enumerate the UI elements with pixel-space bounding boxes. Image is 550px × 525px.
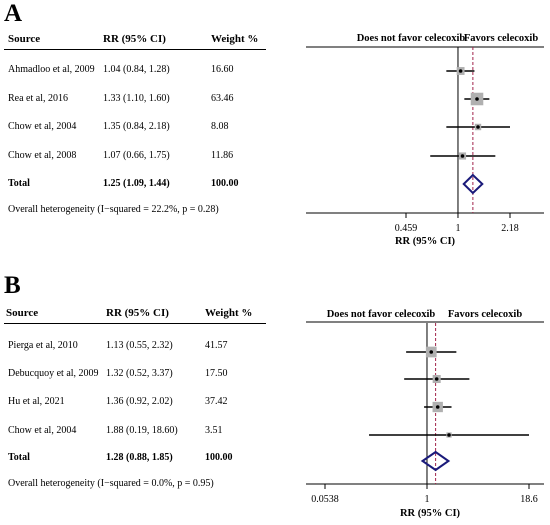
forest-panel-b: B Source RR (95% CI) Weight % Pierga et … (0, 264, 550, 525)
total-source: Total (8, 178, 30, 189)
forest-plot: Does not favor celecoxib Favors celecoxi… (306, 309, 544, 519)
x-tick-label: 0.459 (395, 223, 418, 234)
plot-marks: 0.0538 1 18.6 (311, 323, 538, 505)
row-source: Debucquoy et al, 2009 (8, 368, 99, 379)
row-source: Chow et al, 2008 (8, 150, 77, 161)
row-rr: 1.35 (0.84, 2.18) (103, 121, 170, 132)
pooled-diamond (420, 450, 451, 472)
point-estimate (460, 154, 465, 158)
row-source: Rea et al, 2016 (8, 93, 68, 104)
row-source: Hu et al, 2021 (8, 396, 65, 407)
row-weight: 41.57 (205, 340, 228, 351)
left-direction-label: Does not favor celecoxib (357, 33, 466, 44)
row-weight: 63.46 (211, 93, 234, 104)
point-estimate (434, 377, 439, 381)
total-rr: 1.28 (0.88, 1.85) (106, 452, 173, 463)
panel-letter: B (4, 272, 21, 299)
point-estimate (447, 433, 451, 437)
header-rr: RR (95% CI) (103, 33, 166, 45)
row-weight: 16.60 (211, 64, 234, 75)
row-source: Pierga et al, 2010 (8, 340, 78, 351)
point-estimate (475, 97, 479, 101)
row-source: Chow et al, 2004 (8, 425, 77, 436)
point-estimate (435, 405, 440, 409)
header-source: Source (6, 307, 39, 319)
header-source: Source (8, 33, 41, 45)
header-weight: Weight % (205, 307, 253, 319)
header-weight: Weight % (211, 33, 259, 45)
x-axis-label: RR (95% CI) (400, 508, 461, 519)
row-rr: 1.33 (1.10, 1.60) (103, 93, 170, 104)
row-rr: 1.04 (0.84, 1.28) (103, 64, 170, 75)
row-rr: 1.32 (0.52, 3.37) (106, 368, 173, 379)
left-direction-label: Does not favor celecoxib (327, 309, 436, 320)
point-estimate (458, 69, 463, 73)
total-weight: 100.00 (211, 178, 239, 189)
forest-panel-a: A Source RR (95% CI) Weight % Ahmadloo e… (0, 0, 550, 262)
point-estimate (476, 125, 480, 129)
right-direction-label: Favors celecoxib (464, 33, 539, 44)
forest-plot: Does not favor celecoxib Favors celecoxi… (306, 33, 544, 247)
total-weight: 100.00 (205, 452, 233, 463)
total-rr: 1.25 (1.09, 1.44) (103, 178, 170, 189)
x-tick-label: 0.0538 (311, 494, 339, 505)
row-weight: 37.42 (205, 396, 228, 407)
row-rr: 1.88 (0.19, 18.60) (106, 425, 178, 436)
row-source: Chow et al, 2004 (8, 121, 77, 132)
x-axis-label: RR (95% CI) (395, 236, 456, 247)
row-weight: 8.08 (211, 121, 229, 132)
header-rr: RR (95% CI) (106, 307, 169, 319)
row-rr: 1.13 (0.55, 2.32) (106, 340, 173, 351)
x-tick-label: 18.6 (520, 494, 538, 505)
total-source: Total (8, 452, 30, 463)
header-rule (4, 323, 266, 324)
row-rr: 1.07 (0.66, 1.75) (103, 150, 170, 161)
x-tick-label: 1 (424, 494, 429, 505)
plot-marks: 0.459 1 2.18 (395, 47, 519, 234)
x-tick-label: 2.18 (501, 223, 519, 234)
point-estimate (429, 350, 434, 354)
row-weight: 3.51 (205, 425, 223, 436)
right-direction-label: Favors celecoxib (448, 309, 523, 320)
heterogeneity-text: Overall heterogeneity (I−squared = 22.2%… (8, 204, 219, 215)
row-weight: 11.86 (211, 150, 234, 161)
pooled-diamond (462, 173, 484, 195)
row-rr: 1.36 (0.92, 2.02) (106, 396, 173, 407)
x-tick-label: 1 (455, 223, 460, 234)
header-rule (4, 49, 266, 50)
row-source: Ahmadloo et al, 2009 (8, 64, 95, 75)
heterogeneity-text: Overall heterogeneity (I−squared = 0.0%,… (8, 478, 214, 489)
panel-letter: A (4, 0, 23, 27)
row-weight: 17.50 (205, 368, 228, 379)
